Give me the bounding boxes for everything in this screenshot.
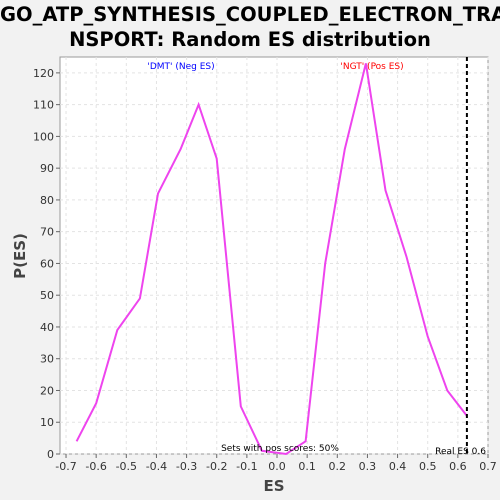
x-tick-label: -0.1 <box>236 460 257 473</box>
x-axis-label: ES <box>263 477 284 495</box>
y-tick-label: 90 <box>40 162 54 175</box>
x-tick-label: 0.6 <box>449 460 467 473</box>
real-es-label: Real ES 0.6 <box>435 447 486 457</box>
x-tick-label: 0.0 <box>268 460 286 473</box>
y-tick-label: 80 <box>40 194 54 207</box>
y-tick-label: 120 <box>33 67 54 80</box>
x-axis-ticks: -0.7 -0.6 -0.5 -0.4 -0.3 -0.2 -0.1 0.0 0.1 0.2 0.3… <box>55 454 497 473</box>
y-tick-label: 100 <box>33 130 54 143</box>
y-axis-ticks: 0 10 20 30 40 50 60 70 80 90 100 110 120 <box>33 67 60 461</box>
plot-area <box>59 56 489 455</box>
x-tick-label: -0.3 <box>176 460 197 473</box>
series-line <box>75 63 468 456</box>
x-tick-label: 0.5 <box>419 460 437 473</box>
x-tick-label: -0.5 <box>116 460 137 473</box>
y-tick-label: 70 <box>40 226 54 239</box>
neg-es-label: 'DMT' (Neg ES) <box>147 62 214 72</box>
x-tick-label: -0.7 <box>55 460 76 473</box>
x-tick-label: 0.1 <box>298 460 316 473</box>
x-tick-label: -0.2 <box>206 460 227 473</box>
x-tick-label: 0.3 <box>359 460 377 473</box>
y-tick-label: 40 <box>40 321 54 334</box>
y-tick-label: 0 <box>47 448 54 461</box>
y-tick-label: 10 <box>40 416 54 429</box>
y-tick-label: 30 <box>40 353 54 366</box>
x-tick-label: -0.4 <box>146 460 167 473</box>
x-tick-label: 0.7 <box>479 460 497 473</box>
pos-es-label: 'NGT' (Pos ES) <box>340 62 403 72</box>
y-tick-label: 20 <box>40 384 54 397</box>
x-tick-label: -0.6 <box>85 460 106 473</box>
y-tick-label: 110 <box>33 99 54 112</box>
chart-title: GO_ATP_SYNTHESIS_COUPLED_ELECTRON_TRA NS… <box>0 2 500 52</box>
x-tick-label: 0.2 <box>329 460 347 473</box>
pos-scores-label: Sets with pos scores: 50% <box>221 444 339 454</box>
y-axis-label: P(ES) <box>11 233 29 279</box>
x-tick-label: 0.4 <box>389 460 407 473</box>
chart-title-line-2: NSPORT: Random ES distribution <box>69 28 431 51</box>
chart-title-line-1: GO_ATP_SYNTHESIS_COUPLED_ELECTRON_TRA <box>0 3 500 26</box>
y-tick-label: 50 <box>40 289 54 302</box>
y-tick-label: 60 <box>40 257 54 270</box>
